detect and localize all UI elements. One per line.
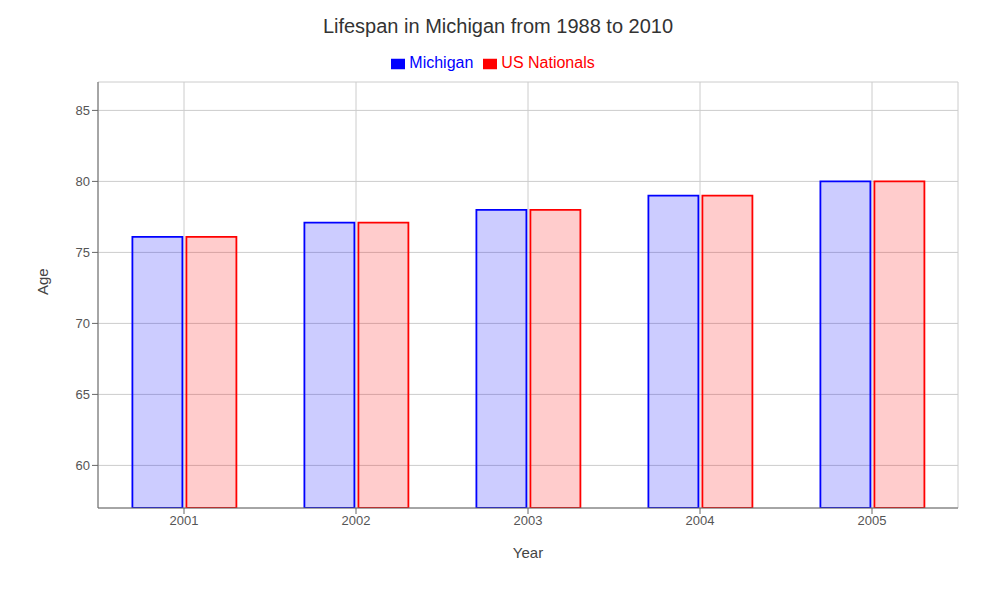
html-text:Michigan: Michigan [409, 54, 474, 71]
svg-text:60: 60 [76, 458, 90, 473]
svg-text:Age: Age [34, 268, 51, 295]
svg-text:2002: 2002 [342, 513, 371, 528]
svg-text:Year: Year [513, 544, 543, 561]
svg-text:85: 85 [76, 103, 90, 118]
svg-text:65: 65 [76, 387, 90, 402]
svg-text:2001: 2001 [170, 513, 199, 528]
svg-text:80: 80 [76, 174, 90, 189]
svg-text:75: 75 [76, 245, 90, 260]
svg-text:2003: 2003 [514, 513, 543, 528]
html-text:US Nationals: US Nationals [501, 54, 595, 71]
html-text:Lifespan in Michigan from 1988: Lifespan in Michigan from 1988 to 2010 [322, 15, 674, 37]
svg-text:70: 70 [76, 316, 90, 331]
svg-text:2005: 2005 [858, 513, 887, 528]
svg-text:2004: 2004 [686, 513, 715, 528]
